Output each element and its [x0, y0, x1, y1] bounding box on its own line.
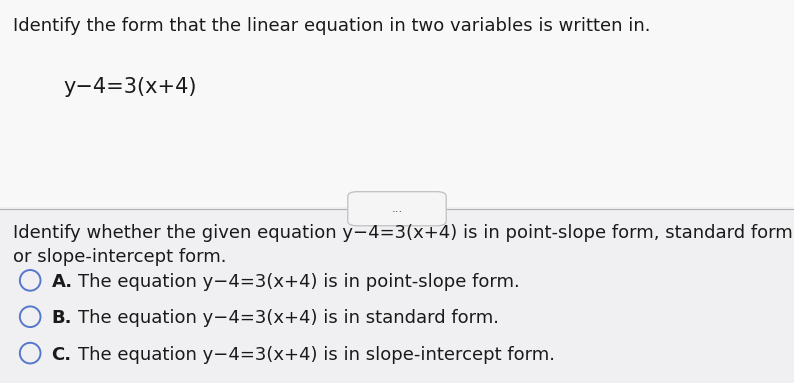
- FancyBboxPatch shape: [0, 207, 794, 383]
- Text: y−4=3(x+4): y−4=3(x+4): [64, 77, 197, 97]
- Text: The equation y−4=3(x+4) is in point-slope form.: The equation y−4=3(x+4) is in point-slop…: [78, 273, 519, 291]
- Text: Identify whether the given equation y−4=3(x+4) is in point-slope form, standard : Identify whether the given equation y−4=…: [13, 224, 794, 266]
- Text: The equation y−4=3(x+4) is in standard form.: The equation y−4=3(x+4) is in standard f…: [78, 309, 499, 327]
- Text: The equation y−4=3(x+4) is in slope-intercept form.: The equation y−4=3(x+4) is in slope-inte…: [78, 346, 555, 364]
- Text: C.: C.: [52, 346, 71, 364]
- FancyBboxPatch shape: [348, 192, 446, 226]
- Text: A.: A.: [52, 273, 73, 291]
- Text: B.: B.: [52, 309, 72, 327]
- FancyBboxPatch shape: [0, 0, 794, 207]
- Text: ...: ...: [391, 202, 403, 215]
- Text: Identify the form that the linear equation in two variables is written in.: Identify the form that the linear equati…: [13, 17, 650, 35]
